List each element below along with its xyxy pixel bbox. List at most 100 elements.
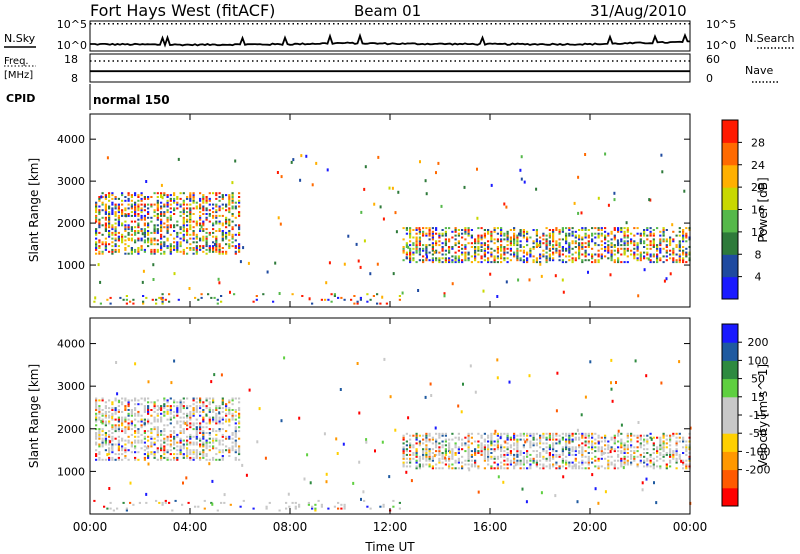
range-cell bbox=[425, 247, 428, 250]
range-cell bbox=[581, 259, 584, 262]
range-cell bbox=[422, 452, 425, 454]
range-cell bbox=[398, 298, 401, 301]
range-cell bbox=[117, 222, 120, 225]
range-cell bbox=[496, 444, 499, 447]
range-cell bbox=[215, 433, 218, 436]
range-cell bbox=[652, 461, 655, 464]
range-cell bbox=[448, 227, 451, 230]
range-cell bbox=[685, 465, 688, 468]
range-cell bbox=[461, 236, 464, 239]
range-cell bbox=[95, 231, 98, 234]
range-cell bbox=[95, 228, 98, 231]
range-cell bbox=[366, 505, 369, 508]
range-cell bbox=[124, 449, 127, 452]
range-cell bbox=[202, 449, 205, 452]
range-cell bbox=[153, 248, 156, 251]
range-cell bbox=[215, 430, 218, 433]
range-cell bbox=[633, 446, 636, 449]
range-cell bbox=[195, 222, 198, 225]
range-cell bbox=[659, 465, 662, 468]
range-cell bbox=[552, 253, 555, 256]
range-cell bbox=[130, 233, 133, 236]
range-cell bbox=[620, 457, 623, 460]
range-cell bbox=[483, 234, 486, 237]
range-cell bbox=[571, 438, 574, 441]
range-cell bbox=[558, 251, 561, 254]
range-cell bbox=[591, 232, 594, 235]
range-cell bbox=[176, 231, 179, 234]
range-cell bbox=[147, 409, 150, 411]
range-cell bbox=[418, 232, 421, 235]
range-cell bbox=[496, 467, 499, 470]
range-cell bbox=[493, 457, 496, 460]
range-cell bbox=[160, 207, 163, 210]
range-cell bbox=[513, 227, 516, 230]
range-cell bbox=[238, 447, 241, 450]
range-cell bbox=[600, 229, 603, 231]
range-cell bbox=[114, 426, 117, 429]
range-cell bbox=[610, 242, 613, 245]
range-cell bbox=[444, 240, 447, 243]
range-cell bbox=[641, 481, 644, 485]
range-cell bbox=[542, 463, 545, 466]
range-cell bbox=[234, 449, 237, 452]
range-cell bbox=[202, 420, 205, 423]
range-cell bbox=[280, 175, 283, 179]
range-cell bbox=[192, 397, 195, 400]
range-cell bbox=[500, 232, 503, 235]
range-cell bbox=[470, 234, 473, 237]
range-cell bbox=[493, 461, 496, 464]
range-cell bbox=[192, 435, 195, 438]
range-cell bbox=[234, 435, 237, 438]
range-cell bbox=[101, 192, 104, 195]
range-cell bbox=[581, 244, 584, 247]
range-cell bbox=[441, 455, 444, 458]
range-cell bbox=[147, 412, 150, 415]
range-cell bbox=[228, 203, 231, 206]
range-cell bbox=[545, 457, 548, 460]
range-cell bbox=[620, 244, 623, 247]
range-cell bbox=[425, 192, 428, 196]
range-cell bbox=[221, 203, 224, 206]
range-cell bbox=[234, 422, 237, 425]
range-cell bbox=[215, 420, 218, 423]
range-cell bbox=[500, 467, 503, 470]
range-cell bbox=[506, 257, 509, 260]
range-cell bbox=[265, 505, 268, 508]
range-cell bbox=[163, 451, 166, 454]
range-cell bbox=[134, 226, 137, 229]
range-cell bbox=[678, 257, 681, 260]
range-cell bbox=[182, 226, 185, 229]
range-cell bbox=[98, 430, 101, 433]
range-cell bbox=[669, 240, 672, 243]
range-cell bbox=[95, 233, 98, 236]
range-cell bbox=[626, 448, 629, 451]
range-cell bbox=[496, 358, 499, 362]
range-cell bbox=[388, 186, 391, 190]
range-cell bbox=[143, 435, 146, 438]
range-cell bbox=[98, 211, 101, 214]
range-cell bbox=[415, 448, 418, 451]
range-cell bbox=[147, 224, 150, 227]
range-cell bbox=[108, 443, 111, 446]
range-cell bbox=[509, 461, 512, 464]
range-cell bbox=[675, 234, 678, 237]
range-cell bbox=[195, 207, 198, 210]
range-cell bbox=[163, 205, 166, 208]
range-cell bbox=[610, 251, 613, 254]
range-cell bbox=[594, 432, 597, 435]
range-cell bbox=[457, 259, 460, 262]
range-cell bbox=[95, 397, 98, 400]
range-cell bbox=[221, 451, 224, 454]
range-cell bbox=[231, 433, 234, 436]
range-cell bbox=[199, 405, 202, 408]
range-cell bbox=[182, 439, 185, 442]
range-cell bbox=[163, 405, 166, 408]
range-cell bbox=[163, 397, 166, 400]
range-cell bbox=[166, 399, 169, 402]
range-cell bbox=[212, 428, 215, 431]
range-cell bbox=[649, 459, 652, 462]
range-cell bbox=[477, 261, 480, 264]
range-cell bbox=[418, 442, 421, 445]
range-cell bbox=[526, 432, 529, 435]
